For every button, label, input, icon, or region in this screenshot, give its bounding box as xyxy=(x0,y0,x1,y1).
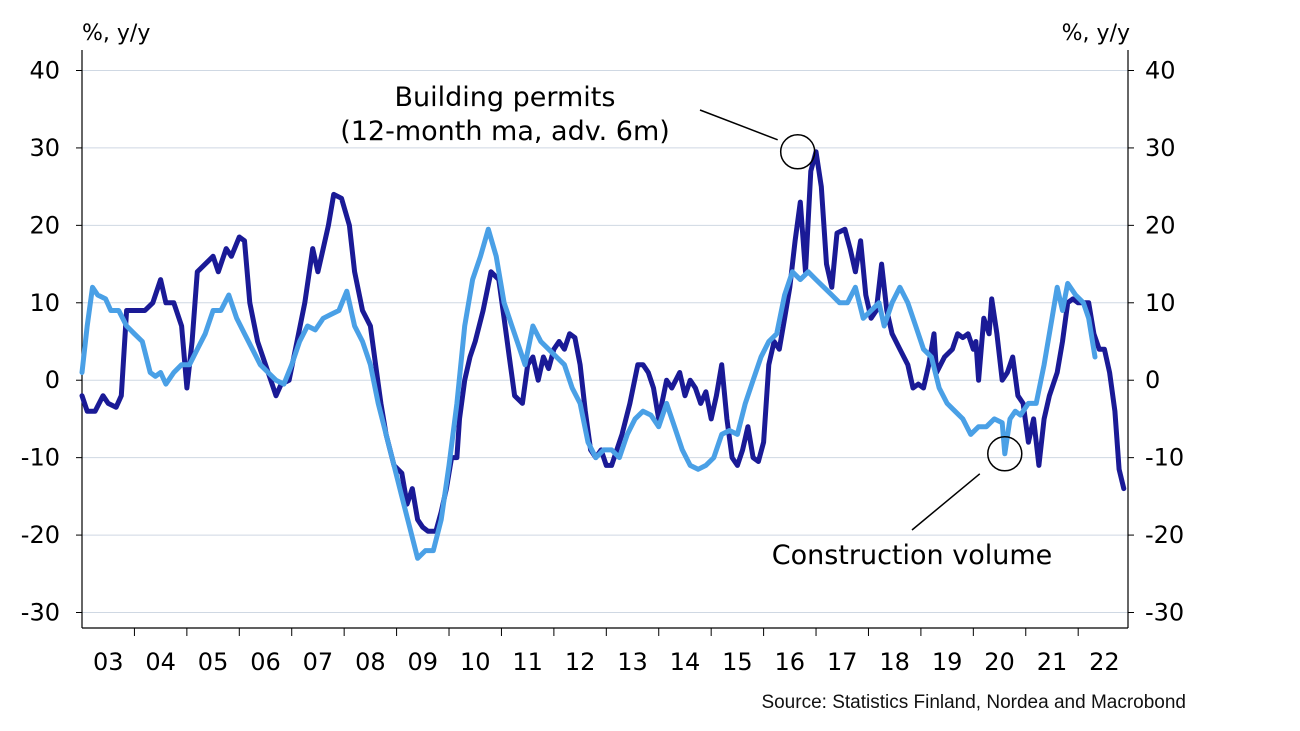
highlight-circle xyxy=(987,436,1023,472)
x-tick-label: 03 xyxy=(93,648,124,676)
series-lines xyxy=(79,149,1127,561)
leader-line xyxy=(911,473,981,531)
x-tick-label: 10 xyxy=(460,648,491,676)
x-tick-label: 09 xyxy=(408,648,439,676)
x-tick-label: 14 xyxy=(670,648,701,676)
y-tick-label-left: 40 xyxy=(29,56,60,84)
y-tick-label-right: 20 xyxy=(1145,211,1176,239)
y-tick-label-right: -20 xyxy=(1145,521,1184,549)
y-tick-label-right: 30 xyxy=(1145,134,1176,162)
x-tick-label: 22 xyxy=(1089,648,1120,676)
y-tick-label-right: -10 xyxy=(1145,444,1184,472)
y-tick-label-right: -30 xyxy=(1145,599,1184,627)
y-tick-label-right: 40 xyxy=(1145,56,1176,84)
y-tick-label-left: 0 xyxy=(45,366,60,394)
y-tick-label-left: -20 xyxy=(21,521,60,549)
x-tick-label: 04 xyxy=(145,648,176,676)
x-tick-label: 06 xyxy=(250,648,281,676)
y-tick-label-left: 10 xyxy=(29,289,60,317)
y-tick-label-left: -10 xyxy=(21,444,60,472)
x-tick-label: 13 xyxy=(617,648,648,676)
y-tick-label-left: -30 xyxy=(21,599,60,627)
x-axis: 03 04 05 06 07 08 09 10 11 12 13 14 15 16 17 18 19 20 21 22 xyxy=(82,627,1128,676)
x-tick-label: 07 xyxy=(303,648,334,676)
annotation-label: Construction volume xyxy=(772,540,1053,571)
annotations: Building permits(12-month ma, adv. 6m) Co… xyxy=(340,82,1052,571)
y-tick-label-right: 0 xyxy=(1145,366,1160,394)
x-tick-label: 21 xyxy=(1037,648,1068,676)
series-line-building-permits xyxy=(79,149,1127,534)
highlight-circle xyxy=(779,134,816,170)
x-tick-label: 18 xyxy=(879,648,910,676)
left-y-axis: 40 30 20 10 0 -10 -20 -30 xyxy=(21,50,83,628)
x-tick-label: 12 xyxy=(565,648,596,676)
x-tick-label: 05 xyxy=(198,648,229,676)
left-axis-unit: %, y/y xyxy=(82,21,150,46)
y-tick-label-right: 10 xyxy=(1145,289,1176,317)
series-line-construction-volume xyxy=(79,226,1098,561)
y-tick-label-left: 30 xyxy=(29,134,60,162)
annotation-label: (12-month ma, adv. 6m) xyxy=(340,116,670,147)
x-tick-label: 15 xyxy=(722,648,753,676)
right-y-axis: 40 30 20 10 0 -10 -20 -30 xyxy=(1127,50,1184,628)
x-tick-label: 16 xyxy=(775,648,806,676)
x-tick-label: 08 xyxy=(355,648,386,676)
source-note: Source: Statistics Finland, Nordea and M… xyxy=(761,692,1186,713)
x-tick-label: 19 xyxy=(932,648,963,676)
annotation-label: Building permits xyxy=(395,82,616,113)
x-tick-label: 20 xyxy=(984,648,1015,676)
y-tick-label-left: 20 xyxy=(29,211,60,239)
x-tick-label: 17 xyxy=(827,648,858,676)
leader-line xyxy=(699,109,778,141)
right-axis-unit: %, y/y xyxy=(1062,21,1130,46)
x-tick-label: 11 xyxy=(512,648,543,676)
